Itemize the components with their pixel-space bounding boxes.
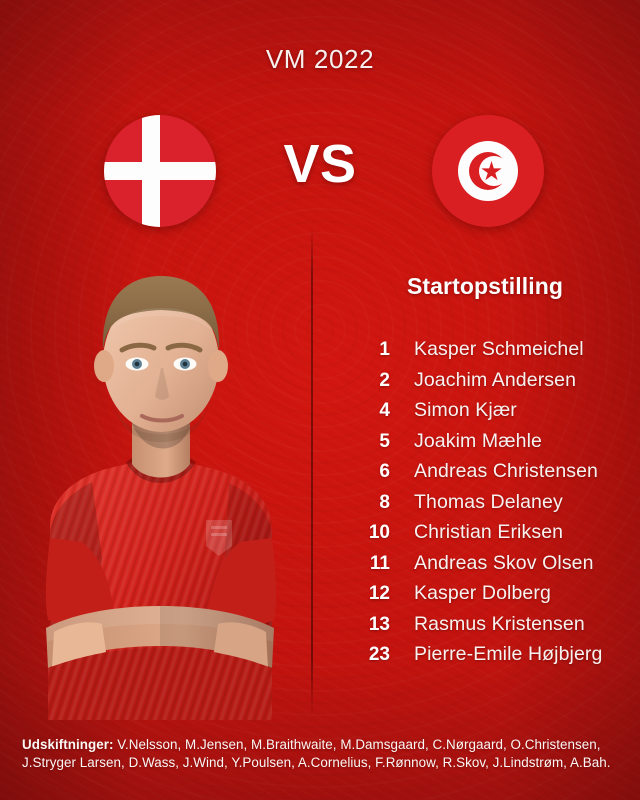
player-name: Pierre-Emile Højbjerg	[414, 643, 603, 665]
match-header: VS	[0, 115, 640, 233]
player-number: 11	[369, 552, 390, 574]
lineup-heading: Startopstilling	[406, 273, 564, 299]
player-number: 6	[379, 461, 390, 482]
player-number: 5	[379, 430, 390, 452]
player-number: 8	[379, 491, 390, 513]
lineup-row: 13 Rasmus Kristensen	[340, 613, 640, 644]
player-name: Joakim Mæhle	[414, 429, 542, 452]
lineup-list: 1 Kasper Schmeichel 2 Joachim Andersen 4…	[340, 338, 640, 674]
tunisia-flag-icon	[432, 115, 544, 227]
lineup-row: 1 Kasper Schmeichel	[340, 338, 640, 369]
lineup-row: 2 Joachim Andersen	[340, 369, 640, 400]
lineup-row: 23 Pierre-Emile Højbjerg	[340, 643, 640, 674]
substitutes-block: Udskiftninger: V.Nelsson, M.Jensen, M.Br…	[22, 736, 622, 771]
player-name: Andreas Skov Olsen	[414, 551, 594, 574]
vertical-divider	[311, 226, 313, 718]
player-number: 13	[368, 613, 390, 635]
player-number: 4	[379, 400, 390, 421]
player-name: Christian Eriksen	[414, 521, 564, 543]
player-name: Andreas Christensen	[414, 460, 598, 482]
lineup-row: 5 Joakim Mæhle	[340, 430, 640, 461]
player-number: 2	[379, 369, 390, 391]
lineup-row: 11 Andreas Skov Olsen	[340, 552, 640, 583]
vs-label: VS	[283, 134, 357, 194]
lineup-row: 12 Kasper Dolberg	[340, 582, 640, 613]
player-name: Thomas Delaney	[414, 490, 563, 513]
player-portrait-photo	[10, 228, 310, 720]
lineup-row: 8 Thomas Delaney	[340, 491, 640, 522]
player-name: Kasper Dolberg	[414, 582, 551, 604]
page-title: VM 2022	[265, 44, 375, 74]
lineup-row: 6 Andreas Christensen	[340, 460, 640, 491]
lineup-row: 10 Christian Eriksen	[340, 521, 640, 552]
lineup-row: 4 Simon Kjær	[340, 399, 640, 430]
player-name: Rasmus Kristensen	[414, 612, 585, 635]
player-number: 10	[368, 522, 390, 543]
player-number: 23	[368, 644, 390, 665]
substitutes-names: V.Nelsson, M.Jensen, M.Braithwaite, M.Da…	[22, 737, 611, 770]
player-name: Simon Kjær	[414, 399, 517, 421]
player-number: 1	[379, 339, 390, 360]
player-number: 12	[368, 583, 390, 604]
player-name: Kasper Schmeichel	[414, 338, 584, 360]
denmark-flag-icon	[104, 115, 216, 227]
substitutes-label: Udskiftninger:	[22, 737, 114, 752]
denmark-cross-horizontal	[104, 162, 216, 180]
player-name: Joachim Andersen	[414, 368, 577, 391]
